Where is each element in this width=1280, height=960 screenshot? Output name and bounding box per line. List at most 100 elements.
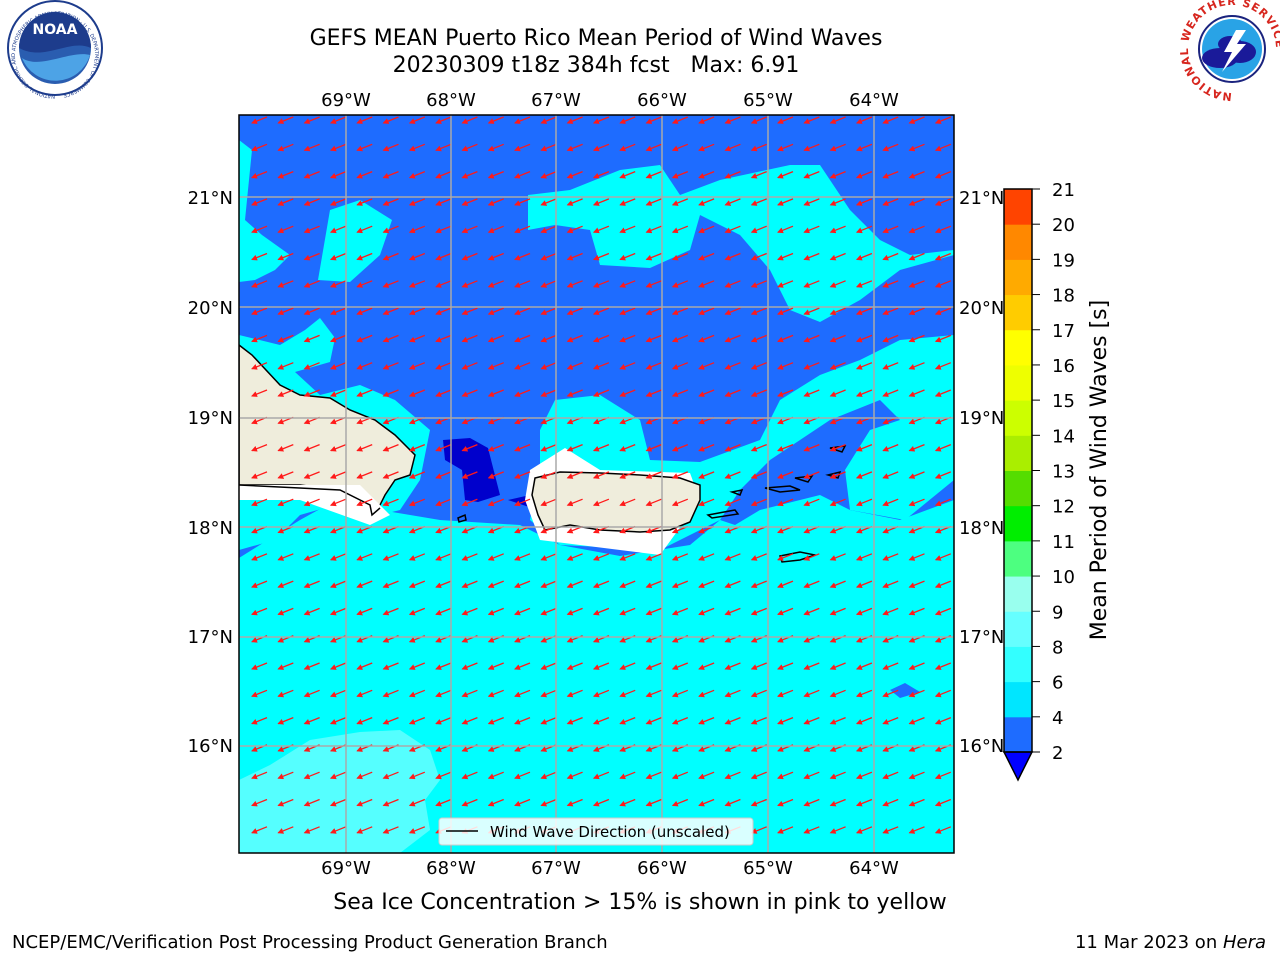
wind-arrow [356,798,373,807]
wind-arrow [645,362,662,370]
wind-arrow [908,225,925,234]
wind-arrow [777,252,794,261]
wind-arrow [461,307,478,316]
wind-arrow [303,662,320,670]
island-mona [457,513,467,523]
wind-arrow [303,280,320,288]
wind-arrow [487,307,504,316]
wind-arrow [461,198,478,206]
wind-arrow [329,116,347,124]
wind-arrow [698,252,715,261]
wind-arrow [882,689,899,698]
wind-arrow [908,826,925,834]
wind-arrow [671,362,689,370]
wind-arrow [461,170,478,179]
wind-arrow [777,662,794,670]
wind-arrow [882,826,899,834]
wind-arrow [251,471,268,479]
wind-arrow [619,607,636,616]
wind-arrow [514,771,531,780]
wind-arrow [750,498,767,507]
wind-arrow [592,280,610,288]
wind-arrow [487,798,504,807]
wind-arrow [303,143,320,152]
wind-arrow [540,771,557,780]
wind-arrow [671,471,689,479]
wind-arrow [908,798,925,807]
wind-arrow [671,689,689,698]
wind-arrow [566,798,583,807]
svg-text:65°W: 65°W [743,858,793,879]
wind-arrow [303,689,320,698]
wind-arrow [671,280,689,288]
wind-arrow [777,198,794,206]
wind-arrow [777,443,794,452]
wind-arrow [934,143,952,152]
wind-arrow [382,798,399,807]
wind-arrow [777,280,794,288]
wind-arrow [540,443,557,452]
wind-arrow [803,607,820,616]
wind-arrow [435,362,452,370]
wind-arrow [540,170,557,179]
colorbar-segment [1004,716,1032,753]
wind-arrow [435,198,452,206]
wind-arrow [698,607,715,616]
wind-arrow [619,471,636,479]
wind-arrow [592,471,610,479]
island-vieques [706,509,740,519]
wind-arrow [698,334,715,343]
colorbar-segment [1004,470,1032,507]
wind-arrow [592,716,610,725]
wind-arrow [540,798,557,807]
wind-arrow [540,716,557,725]
wind-arrow [435,170,452,179]
wind-arrow [777,143,794,152]
svg-text:17°N: 17°N [959,627,1004,648]
svg-text:69°W: 69°W [321,90,371,111]
wind-arrow [303,553,320,561]
colorbar-segment [1004,505,1032,542]
wind-arrow [435,662,452,670]
wind-arrow [829,716,846,725]
wind-arrow [487,662,504,670]
wind-arrow [487,143,504,152]
graticule [239,115,954,853]
wind-arrow [671,716,689,725]
wind-arrow [855,252,873,261]
wind-arrow [908,443,925,452]
wind-arrow [514,198,531,206]
wind-arrow [435,689,452,698]
wind-arrow [540,252,557,261]
wind-arrow [855,389,873,397]
wind-arrow [251,225,268,234]
wind-arrow [514,553,531,561]
wind-arrow [829,471,846,479]
wind-arrow [855,498,873,507]
wind-arrow [251,170,268,179]
wind-arrow [803,471,820,479]
wind-arrow [882,170,899,179]
wind-arrow [724,498,741,507]
wind-arrow [408,198,426,206]
wind-arrow [855,143,873,152]
wind-arrow [461,334,478,343]
wind-arrow [803,143,820,152]
wind-arrow [724,389,741,397]
wind-arrow [277,826,294,834]
wind-arrow [251,662,268,670]
wind-arrow [855,198,873,206]
wind-arrow [829,662,846,670]
wind-arrow [382,280,399,288]
wind-arrow [777,116,794,124]
wind-arrow [777,362,794,370]
wind-arrow [934,553,952,561]
wind-arrow [329,580,347,589]
colorbar-segment [1004,294,1032,331]
wind-arrow [277,443,294,452]
wind-arrow [750,607,767,616]
wind-arrow [487,389,504,397]
wind-arrow [829,607,846,616]
colorbar-extend [1002,751,1034,782]
wind-arrow [435,334,452,343]
